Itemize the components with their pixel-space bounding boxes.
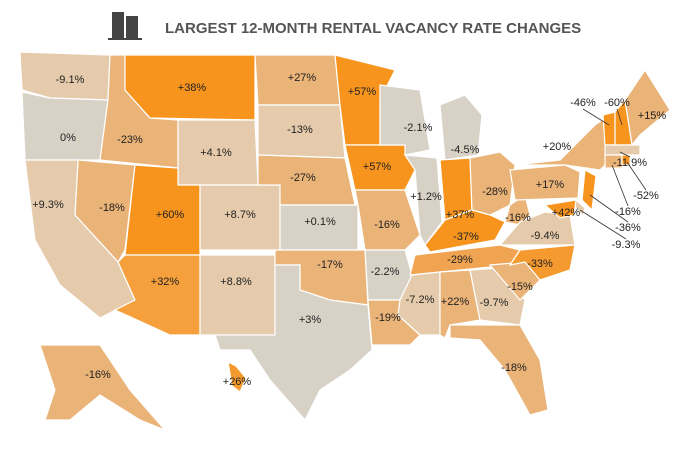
state bbox=[602, 111, 616, 146]
state-label: -52% bbox=[633, 190, 659, 202]
state-label: +22% bbox=[441, 296, 470, 308]
state-label: +4.1% bbox=[200, 147, 232, 159]
state bbox=[604, 154, 623, 169]
building-icon bbox=[108, 12, 142, 40]
state bbox=[624, 68, 671, 147]
state-label: -36% bbox=[615, 222, 641, 234]
state-label: +0.1% bbox=[304, 216, 336, 228]
state-label: -17% bbox=[317, 259, 343, 271]
state-label: -9.7% bbox=[480, 297, 509, 309]
state-label: -7.2% bbox=[406, 294, 435, 306]
state-label: +26% bbox=[223, 376, 252, 388]
state bbox=[508, 244, 576, 281]
state bbox=[21, 91, 109, 161]
state-label: -18% bbox=[99, 202, 125, 214]
state-label: -16% bbox=[85, 369, 111, 381]
state-label: -2.2% bbox=[371, 266, 400, 278]
leader-line bbox=[616, 108, 623, 126]
state-label: +9.3% bbox=[32, 199, 64, 211]
state-label: +42% bbox=[552, 207, 581, 219]
state-label: +27% bbox=[288, 72, 317, 84]
state-label: -15% bbox=[507, 281, 533, 293]
state-label: +17% bbox=[536, 179, 565, 191]
state bbox=[469, 151, 516, 216]
state bbox=[227, 360, 247, 393]
state-label: -29% bbox=[447, 254, 473, 266]
state bbox=[581, 169, 597, 212]
state-label: +3% bbox=[299, 314, 322, 326]
state-label: +20% bbox=[543, 141, 572, 153]
state bbox=[604, 144, 641, 156]
state bbox=[199, 254, 276, 336]
state-label: +57% bbox=[363, 161, 392, 173]
state bbox=[424, 209, 506, 253]
state-label: -11.9% bbox=[613, 157, 647, 169]
state-label: -9.4% bbox=[531, 230, 560, 242]
state-label: -9.1% bbox=[56, 74, 85, 86]
leader-line bbox=[589, 194, 629, 223]
leader-line bbox=[582, 108, 610, 126]
state-label: -13% bbox=[287, 124, 313, 136]
state-label: -16% bbox=[374, 219, 400, 231]
state bbox=[214, 264, 373, 422]
leader-line bbox=[611, 164, 629, 207]
state bbox=[39, 344, 166, 431]
state-label: -23% bbox=[117, 134, 143, 146]
map-title: LARGEST 12-MONTH RENTAL VACANCY RATE CHA… bbox=[165, 20, 581, 37]
state-label: -2.1% bbox=[404, 122, 433, 134]
leader-line bbox=[619, 151, 631, 158]
state bbox=[449, 324, 549, 416]
state-label: +8.8% bbox=[220, 276, 252, 288]
state-label: -9.3% bbox=[612, 239, 641, 251]
state-label: +1.2% bbox=[410, 191, 442, 203]
state-label: -19% bbox=[375, 312, 401, 324]
state-label: +57% bbox=[348, 86, 377, 98]
state-label: +15% bbox=[638, 110, 667, 122]
state bbox=[439, 94, 483, 161]
state-label: -16% bbox=[505, 212, 531, 224]
state bbox=[379, 84, 431, 156]
state-label: -46% bbox=[570, 97, 596, 109]
state-label: +37% bbox=[446, 209, 475, 221]
state-label: -18% bbox=[501, 362, 527, 374]
state-label: +32% bbox=[151, 276, 180, 288]
labels: -9.1% 0% -23% +38% +4.1% -18% +60% +9.3% +32% +8.… bbox=[32, 72, 666, 388]
state-label: +38% bbox=[178, 82, 207, 94]
leader-line bbox=[579, 209, 627, 240]
state bbox=[124, 54, 256, 121]
state-label: -60% bbox=[604, 97, 630, 109]
state bbox=[509, 164, 581, 201]
state-label: -28% bbox=[482, 186, 508, 198]
state-label: +8.7% bbox=[224, 209, 256, 221]
state-label: -16% bbox=[615, 206, 641, 218]
states bbox=[19, 51, 671, 431]
state-label: 0% bbox=[60, 132, 76, 144]
state-label: -37% bbox=[453, 231, 479, 243]
state bbox=[621, 154, 631, 166]
state-label: +60% bbox=[156, 209, 185, 221]
state-label: -27% bbox=[290, 172, 316, 184]
state-label: -33% bbox=[527, 258, 553, 270]
state-label: -4.5% bbox=[451, 144, 480, 156]
state bbox=[543, 199, 577, 219]
leader-line bbox=[626, 161, 647, 191]
